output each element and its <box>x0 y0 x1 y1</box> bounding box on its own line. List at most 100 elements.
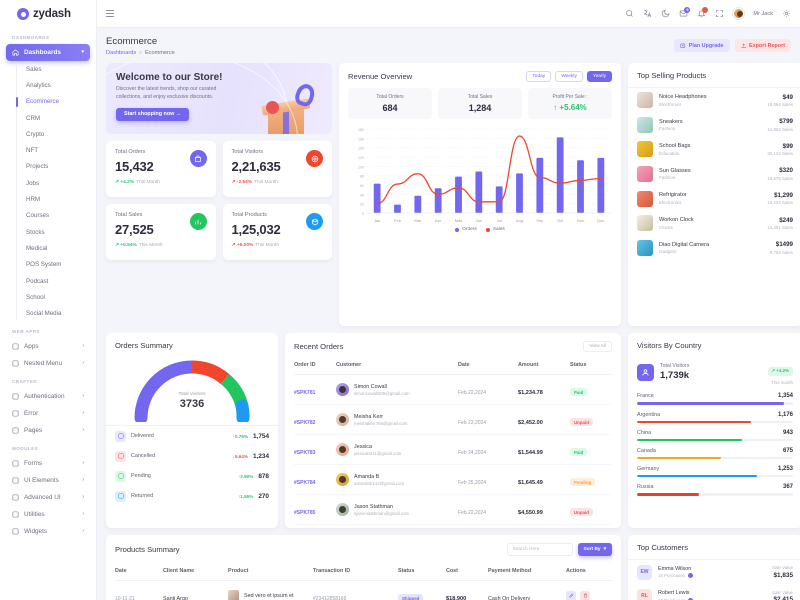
sidebar-item-jobs[interactable]: Jobs <box>26 179 40 187</box>
chart-legend: Orders Sales <box>339 227 621 238</box>
sidebar-item-ui-elements[interactable]: UI Elements › <box>6 472 90 489</box>
list-item[interactable]: Sneakers Fashion $799 14,862 Sales <box>628 113 800 138</box>
list-item[interactable]: Noice Headphones Electronics $49 15,064 Sal… <box>628 88 800 113</box>
sidebar-item-medical[interactable]: Medical <box>26 244 48 252</box>
chevron-right-icon: › <box>82 359 84 366</box>
summary-count: 1,754 <box>253 432 269 440</box>
sidebar-item-crm[interactable]: CRM <box>26 114 41 122</box>
sort-by-button[interactable]: Sort By ▾ <box>577 543 612 556</box>
export-report-button[interactable]: Export Report <box>734 39 791 52</box>
list-item[interactable]: School Bags Education $99 20,124 Sales <box>628 137 800 162</box>
customer-name: Jason Stathman <box>354 503 393 510</box>
order-id[interactable]: #SPK782 <box>294 419 316 426</box>
svg-text:Jul: Jul <box>497 218 502 223</box>
column-mid: Revenue Overview Today Weekly Yearly Total… <box>339 63 621 326</box>
sidebar-item-podcast[interactable]: Podcast <box>26 277 49 285</box>
sidebar-item-pos-system[interactable]: POS System <box>26 261 62 269</box>
range-button-today[interactable]: Today <box>526 71 552 82</box>
order-id[interactable]: #SPK783 <box>294 449 316 456</box>
chevron-right-icon: › <box>82 459 84 466</box>
sort-by-label: Sort By <box>583 547 601 552</box>
legend-item[interactable]: Sales <box>485 227 505 232</box>
sidebar-item-courses[interactable]: Courses <box>26 212 50 220</box>
chevron-right-icon: › <box>82 392 84 399</box>
mail-icon[interactable]: 9 <box>679 7 691 18</box>
brand-logo[interactable]: zydash <box>0 0 96 28</box>
sidebar-item-social-media[interactable]: Social Media <box>26 310 62 318</box>
payment-method: Cash On Delivery <box>488 595 531 600</box>
revenue-chart[interactable]: 0 20 40 60 80 100 120 140 160 180 Jan Feb Mar Apr May J… <box>339 119 621 227</box>
sidebar-item-hrm[interactable]: HRM <box>26 196 41 204</box>
sidebar-section-dashboards: DASHBOARDS <box>12 35 50 40</box>
view-all-button[interactable]: View All <box>583 341 612 352</box>
chevron-right-icon: › <box>82 493 84 500</box>
order-amount: $4,550.99 <box>518 509 543 516</box>
sidebar-item-ecommerce[interactable]: Ecommerce <box>16 94 90 110</box>
range-button-weekly[interactable]: Weekly <box>555 71 583 82</box>
list-item[interactable]: Diao Digital Camera Gadgets $1499 9,754 Sal… <box>628 236 800 261</box>
sidebar-item-widgets[interactable]: Widgets › <box>6 523 90 540</box>
legend-item[interactable]: Orders <box>455 227 477 232</box>
legend-label: Orders <box>462 227 477 232</box>
svg-text:80: 80 <box>360 175 364 179</box>
fullscreen-icon[interactable] <box>715 9 724 18</box>
sidebar-item-error[interactable]: Error › <box>6 405 90 422</box>
list-item[interactable]: Refrigirator Electronics $1,299 15,233 Sale… <box>628 186 800 211</box>
table-row[interactable]: #SPK781 Simon Cowall simoncowall209@gmail.… <box>294 374 612 405</box>
stat-cards: Total Orders 15,432 ↗ +4.2% This Month Total… <box>106 141 332 260</box>
list-item[interactable]: Sun Glasses Fashion $320 18,675 Sales <box>628 162 800 187</box>
order-id[interactable]: #SPK785 <box>294 509 316 516</box>
avatar[interactable] <box>733 8 745 19</box>
list-item[interactable]: RL Robert Lewis18 Purchases Sale Value$2,4… <box>628 584 800 600</box>
plan-upgrade-button[interactable]: Plan Upgrade <box>674 39 730 52</box>
list-item[interactable]: Workon Clock Clocks $249 12,451 Sales <box>628 211 800 236</box>
range-button-yearly[interactable]: Yearly <box>586 71 612 82</box>
sidebar-item-nft[interactable]: NFT <box>26 147 39 155</box>
list-item[interactable]: EW Emma Wilson 15 Purchases Sale Value $1,83… <box>628 560 800 584</box>
start-shopping-button[interactable]: Start shopping now → <box>116 107 190 121</box>
sidebar-item-stocks[interactable]: Stocks <box>26 228 45 236</box>
sidebar-item-dashboards[interactable]: Dashboards ▾ <box>6 44 90 61</box>
table-row[interactable]: #SPK785 Jason Stathman sjasonstathman@gmai… <box>294 494 612 525</box>
svg-text:Jan: Jan <box>374 218 380 223</box>
delete-icon[interactable] <box>580 590 590 600</box>
sidebar-item-forms[interactable]: Forms › <box>6 455 90 472</box>
gear-icon[interactable] <box>782 9 791 18</box>
svg-text:Jun: Jun <box>476 218 482 223</box>
order-id[interactable]: #SPK784 <box>294 479 316 486</box>
sidebar-item-pages[interactable]: Pages › <box>6 422 90 439</box>
moon-icon[interactable] <box>661 9 670 18</box>
sidebar-item-analytics[interactable]: Analytics <box>26 81 51 89</box>
order-id[interactable]: #SPK781 <box>294 389 316 396</box>
gear-icon <box>115 430 126 442</box>
upgrade-icon <box>680 43 686 49</box>
sidebar-item-apps[interactable]: Apps › <box>6 338 90 355</box>
country-row: Argentina 1,176 <box>628 408 800 426</box>
visitors-country-title: Visitors By Country <box>637 341 702 350</box>
hamburger-icon[interactable] <box>106 10 114 17</box>
page-scroll[interactable]: Ecommerce Dashboards » Ecommerce Plan Up… <box>97 28 800 600</box>
breadcrumb-root[interactable]: Dashboards <box>106 50 137 56</box>
sidebar-item-sales[interactable]: Sales <box>26 65 42 73</box>
search-icon[interactable] <box>625 9 634 18</box>
sidebar-item-authentication[interactable]: Authentication › <box>6 388 90 405</box>
sidebar-item-crypto[interactable]: Crypto <box>26 130 45 138</box>
search-input[interactable]: Search Here <box>506 543 573 556</box>
bell-icon[interactable] <box>697 7 709 18</box>
sidebar-item-school[interactable]: School <box>26 293 45 301</box>
stat-card-total-orders: Total Orders 15,432 ↗ +4.2% This Month <box>106 141 216 197</box>
edit-icon[interactable] <box>566 590 576 600</box>
sidebar-item-utilities[interactable]: Utilities › <box>6 506 90 523</box>
language-icon[interactable] <box>643 9 652 18</box>
top-customers-list: EW Emma Wilson 15 Purchases Sale Value $1,83… <box>628 560 800 600</box>
product-category: Electronics <box>659 101 682 107</box>
svg-text:120: 120 <box>358 156 364 160</box>
table-row[interactable]: #SPK783 Jessica jessica0411@gmail.com Feb 2… <box>294 434 612 465</box>
table-row[interactable]: #SPK782 Meisha Kerr meishakerr766@gmail.co… <box>294 404 612 435</box>
table-row[interactable]: 10-11-21 Santi Argo Sed vero et ipsum et #2… <box>115 580 612 600</box>
sidebar-item-advanced-ui[interactable]: Advanced UI › <box>6 489 90 506</box>
banner-subtitle: Discover the latest trends, shop our cur… <box>116 86 217 100</box>
sidebar-item-projects[interactable]: Projects <box>26 163 49 171</box>
sidebar-item-nested-menu[interactable]: Nested Menu › <box>6 355 90 372</box>
